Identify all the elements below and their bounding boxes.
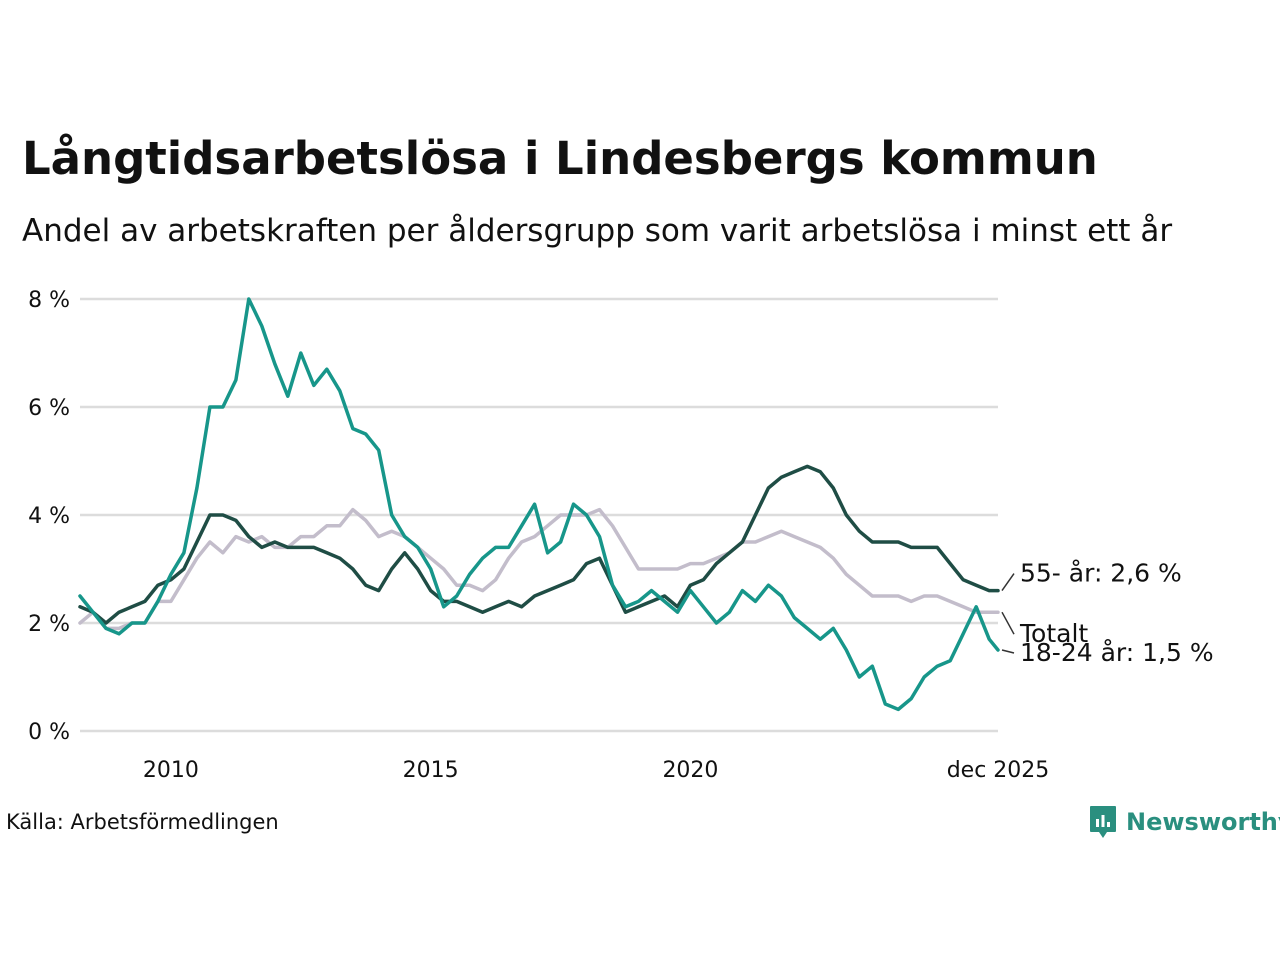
leader-line-age18_24 <box>1001 649 1015 654</box>
source-note: Källa: Arbetsförmedlingen <box>6 810 279 834</box>
y-tick-label: 6 % <box>28 396 70 421</box>
y-tick-label: 0 % <box>28 720 70 745</box>
y-tick-label: 4 % <box>28 504 70 529</box>
end-label-age55: 55- år: 2,6 % <box>1020 559 1182 588</box>
y-tick-label: 8 % <box>28 288 70 313</box>
x-tick-label: 2015 <box>403 758 459 783</box>
chart-title: Långtidsarbetslösa i Lindesbergs kommun <box>22 132 1098 185</box>
leader-line-total <box>1001 611 1015 635</box>
newsworthy-logo-icon <box>1090 806 1116 838</box>
x-tick-label: 2010 <box>143 758 199 783</box>
leader-line-age55 <box>1001 573 1015 592</box>
series-line-age55 <box>78 464 1000 625</box>
end-label-age18_24: 18-24 år: 1,5 % <box>1020 638 1214 667</box>
y-axis: 0 % 2 % 4 % 6 % 8 % <box>28 288 70 745</box>
series-lines <box>78 297 1000 712</box>
chart-subtitle: Andel av arbetskraften per åldersgrupp s… <box>22 213 1173 249</box>
end-label-total: Totalt <box>1019 619 1088 648</box>
y-tick-label: 2 % <box>28 612 70 637</box>
series-line-age18_24 <box>78 297 1000 712</box>
x-axis: 2010 2015 2020 dec 2025 <box>143 758 1049 783</box>
brand-name: Newsworthy <box>1126 808 1280 836</box>
x-tick-label: 2020 <box>662 758 718 783</box>
x-tick-label: dec 2025 <box>947 758 1050 783</box>
brand-logo[interactable]: Newsworthy <box>1088 804 1280 840</box>
